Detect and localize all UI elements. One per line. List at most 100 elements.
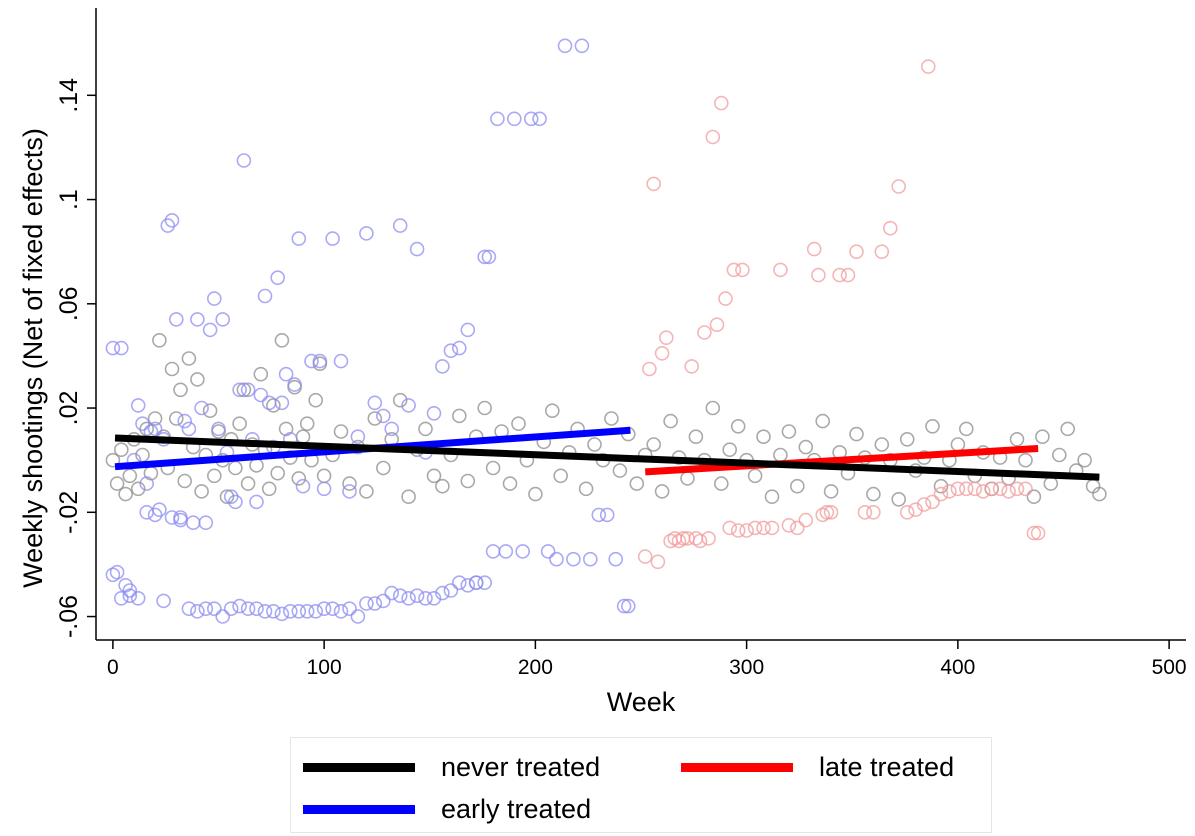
point-early-treated [257,603,273,619]
point-early-treated [342,601,357,617]
point-late-treated [747,520,763,536]
point-late-treated [975,484,991,499]
point-never-treated [130,481,146,497]
x-tick-label: 200 [518,656,553,679]
point-never-treated [1052,447,1067,463]
axes: 0 100 200 300 400 500 -.06 -.02 .02 .06 .1 .14 [55,8,1187,679]
point-late-treated [789,520,805,536]
point-early-treated [130,398,146,413]
point-never-treated [181,351,197,366]
point-early-treated [481,249,497,265]
point-early-treated [135,416,150,432]
x-tick-label: 400 [940,656,975,679]
point-never-treated [815,413,831,429]
fit-line-never-treated [114,434,1100,481]
point-never-treated [274,332,290,348]
point-early-treated [620,598,636,614]
point-never-treated [1035,429,1050,445]
point-never-treated [874,437,890,452]
point-early-treated [274,395,290,411]
point-never-treated [773,447,788,463]
point-early-treated [384,585,400,601]
point-never-treated [604,411,619,426]
point-early-treated [426,405,442,421]
point-never-treated [194,484,209,499]
point-never-treated [152,332,167,348]
point-late-treated [882,220,898,236]
point-early-treated [173,510,188,525]
point-late-treated [684,359,700,374]
point-early-treated [308,603,324,619]
point-late-treated [642,361,657,377]
legend-item-early-treated: early treated [303,794,591,825]
point-late-treated [701,531,716,546]
point-never-treated [392,392,408,408]
point-late-treated [925,494,940,510]
point-never-treated [236,382,252,398]
point-early-treated [350,609,366,624]
x-tick-label: 500 [1152,656,1187,679]
point-never-treated [722,442,738,458]
point-early-treated [316,601,332,617]
point-early-treated [359,226,374,241]
legend: never treated late treated early treated [290,737,992,833]
scatter-points [105,38,1107,624]
point-never-treated [747,468,763,484]
point-never-treated [705,400,721,416]
point-never-treated [680,471,695,486]
point-early-treated [169,312,184,327]
point-late-treated [1009,481,1025,497]
point-early-treated [190,603,205,619]
point-late-treated [840,267,856,283]
point-never-treated [316,468,332,484]
x-tick-label: 300 [729,656,764,679]
point-never-treated [528,486,543,502]
point-early-treated [608,551,624,567]
point-early-treated [114,340,129,356]
point-early-treated [139,504,154,520]
point-early-treated [223,489,239,505]
point-late-treated [916,497,932,512]
point-early-treated [333,603,349,619]
point-early-treated [435,585,450,601]
legend-label-never-treated: never treated [441,752,601,782]
point-never-treated [240,476,256,491]
point-late-treated [713,95,729,111]
point-early-treated [312,353,328,369]
point-early-treated [566,551,581,567]
point-never-treated [451,408,467,424]
point-never-treated [925,418,940,434]
point-early-treated [177,413,192,429]
point-early-treated [384,421,400,437]
point-early-treated [240,601,256,617]
point-early-treated [291,603,307,619]
point-late-treated [857,504,873,520]
point-never-treated [849,426,864,442]
point-late-treated [984,481,1000,497]
point-never-treated [688,429,704,445]
point-early-treated [451,575,467,591]
y-tick-label: .1 [55,189,83,210]
y-tick-label: .14 [55,78,83,113]
point-early-treated [122,583,138,598]
point-early-treated [257,288,273,304]
point-early-treated [181,421,197,437]
point-early-treated [198,601,214,617]
point-never-treated [933,478,949,494]
point-late-treated [781,517,797,533]
point-never-treated [1018,452,1033,468]
point-late-treated [709,317,725,333]
point-late-treated [1001,484,1016,499]
point-early-treated [232,382,247,398]
point-late-treated [773,262,788,278]
point-never-treated [173,382,188,398]
point-early-treated [490,111,505,127]
y-tick-label: -.06 [55,595,83,638]
point-never-treated [118,486,133,502]
point-early-treated [278,366,294,382]
point-late-treated [819,504,835,520]
point-late-treated [718,291,733,306]
point-early-treated [253,387,269,403]
x-tick-label: 100 [307,656,342,679]
fit-line-late-treated [645,444,1039,476]
